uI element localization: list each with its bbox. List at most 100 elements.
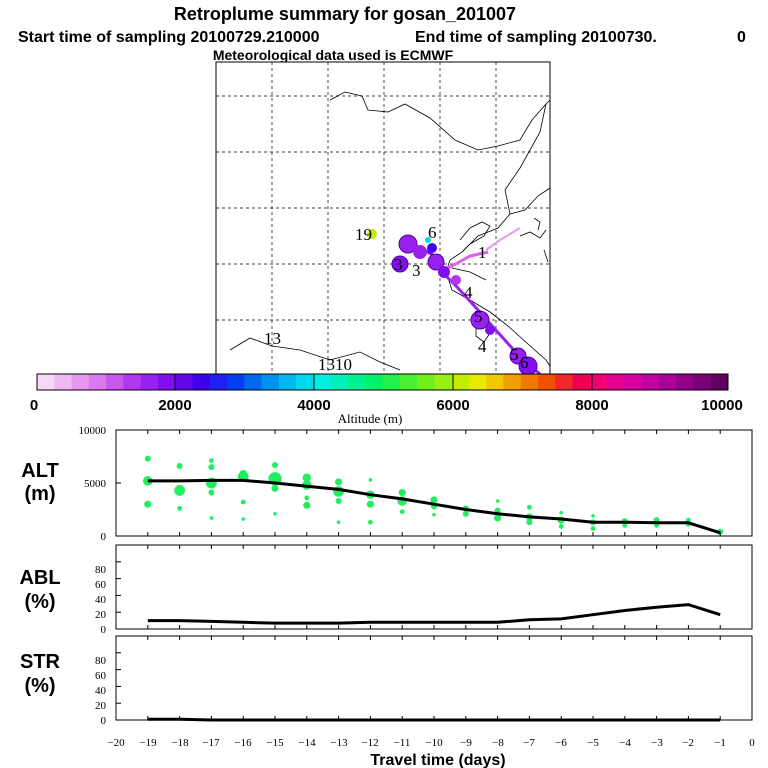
x-tick: −15 xyxy=(266,737,284,749)
alt-spread-dot xyxy=(368,478,373,482)
x-axis-label: Travel time (days) xyxy=(370,752,505,768)
alt-spread-dot xyxy=(462,510,469,517)
altitude-colorbar: 0 2000 4000 6000 8000 10000 Altitude (m) xyxy=(30,373,743,426)
colorbar-cell xyxy=(693,374,712,390)
map-label: 1 xyxy=(478,243,487,262)
colorbar-cell xyxy=(572,374,591,390)
colorbar-cell xyxy=(624,374,643,390)
abl-panel: ABL (%) 0 20 40 60 80 xyxy=(19,544,753,636)
abl-panel-frame xyxy=(115,544,753,630)
alt-spread-dot xyxy=(209,516,214,520)
alt-spread-dot xyxy=(144,500,152,508)
colorbar-cell xyxy=(278,374,297,390)
colorbar-cell xyxy=(555,374,574,390)
str-panel: STR (%) 0 20 40 60 80 xyxy=(20,635,753,727)
x-tick: −6 xyxy=(555,737,567,749)
abl-unit: (%) xyxy=(24,591,55,613)
colorbar-cell xyxy=(520,374,539,390)
alt-spread-dot xyxy=(558,524,564,529)
abl-ytick: 0 xyxy=(101,624,107,636)
map-frame xyxy=(215,61,551,375)
alt-spread-dot xyxy=(399,509,405,515)
colorbar-cell xyxy=(382,374,401,390)
colorbar-tick: 10000 xyxy=(701,397,743,414)
alt-spread-dot xyxy=(335,478,343,486)
alt-ytick: 5000 xyxy=(84,478,107,490)
str-ytick: 80 xyxy=(95,655,107,667)
colorbar-cells xyxy=(37,374,729,390)
x-tick: −1 xyxy=(714,737,726,749)
alt-spread-dot xyxy=(526,519,533,526)
alt-spread-dot xyxy=(241,517,245,521)
x-tick: −7 xyxy=(523,737,535,749)
alt-spread-dot xyxy=(590,526,596,531)
x-tick: −17 xyxy=(202,737,220,749)
alt-spread-dot xyxy=(144,455,151,462)
map-label: 5 xyxy=(474,307,483,326)
alt-spread-dot xyxy=(622,523,628,528)
panel-axis-ticks xyxy=(115,429,753,721)
abl-series-line xyxy=(147,603,721,625)
colorbar-cell xyxy=(537,374,556,390)
x-axis: −20 −19 −18 −17 −16 −15 −14 −13 −12 −11 … xyxy=(107,737,755,768)
alt-spread-dot xyxy=(336,520,341,525)
colorbar-cell xyxy=(313,374,332,390)
str-ytick: 60 xyxy=(95,670,107,682)
alt-series-line xyxy=(147,478,721,535)
colorbar-cell xyxy=(589,374,608,390)
colorbar-cell xyxy=(123,374,142,390)
trajectory-map: 19 6 1 4 5 4 6 13 1310 3 3 5 xyxy=(215,61,551,376)
abl-ytick: 80 xyxy=(95,564,107,576)
x-tick: −11 xyxy=(394,737,411,749)
x-tick: −4 xyxy=(619,737,631,749)
alt-spread-dot xyxy=(174,485,186,496)
x-tick: −10 xyxy=(425,737,443,749)
colorbar-cell xyxy=(140,374,159,390)
alt-label: ALT xyxy=(21,460,58,482)
colorbar-tick: 6000 xyxy=(436,397,469,414)
colorbar-cell xyxy=(658,374,677,390)
abl-label: ABL xyxy=(19,567,60,589)
alt-spread-dot xyxy=(432,513,436,517)
colorbar-cell xyxy=(503,374,522,390)
map-day-labels: 19 6 1 4 5 4 6 13 1310 3 3 5 xyxy=(264,223,529,374)
str-ytick: 40 xyxy=(95,685,107,697)
x-tick: 0 xyxy=(749,737,755,749)
alt-spread-dot xyxy=(430,496,438,504)
alt-spread-dot xyxy=(686,517,691,523)
str-label: STR xyxy=(20,651,61,673)
colorbar-cell xyxy=(106,374,124,390)
map-label: 1310 xyxy=(318,355,352,374)
colorbar-cell xyxy=(244,374,263,390)
met-data-text: Meteorological data used is ECMWF xyxy=(213,47,454,63)
alt-spread-dot xyxy=(208,464,215,471)
abl-ytick: 60 xyxy=(95,579,107,591)
colorbar-cell xyxy=(347,374,366,390)
start-time-text: Start time of sampling 20100729.210000 xyxy=(18,29,320,46)
alt-spread-dot xyxy=(366,500,374,508)
alt-spread-dot xyxy=(271,484,279,492)
colorbar-cell xyxy=(468,374,487,390)
alt-spread-dot xyxy=(494,514,502,522)
colorbar-cell xyxy=(209,374,228,390)
colorbar-cell xyxy=(261,374,280,390)
map-label: 5 xyxy=(510,345,519,364)
alt-spread-dot xyxy=(368,519,373,525)
x-tick: −14 xyxy=(298,737,316,749)
colorbar-cell xyxy=(37,374,55,390)
alt-spread-dot xyxy=(272,461,278,468)
x-tick: −8 xyxy=(492,737,504,749)
colorbar-frame xyxy=(36,373,729,391)
colorbar-cell xyxy=(296,374,314,390)
colorbar-cell xyxy=(641,374,660,390)
alt-spread-dot xyxy=(495,499,500,503)
alt-spread-dot xyxy=(304,495,310,501)
alt-spread-dot xyxy=(335,498,342,505)
colorbar-cell xyxy=(365,374,383,390)
x-tick: −9 xyxy=(460,737,472,749)
x-tick: −12 xyxy=(361,737,378,749)
colorbar-cell xyxy=(676,374,694,390)
str-ytick: 0 xyxy=(101,715,107,727)
alt-ytick: 10000 xyxy=(79,425,107,437)
